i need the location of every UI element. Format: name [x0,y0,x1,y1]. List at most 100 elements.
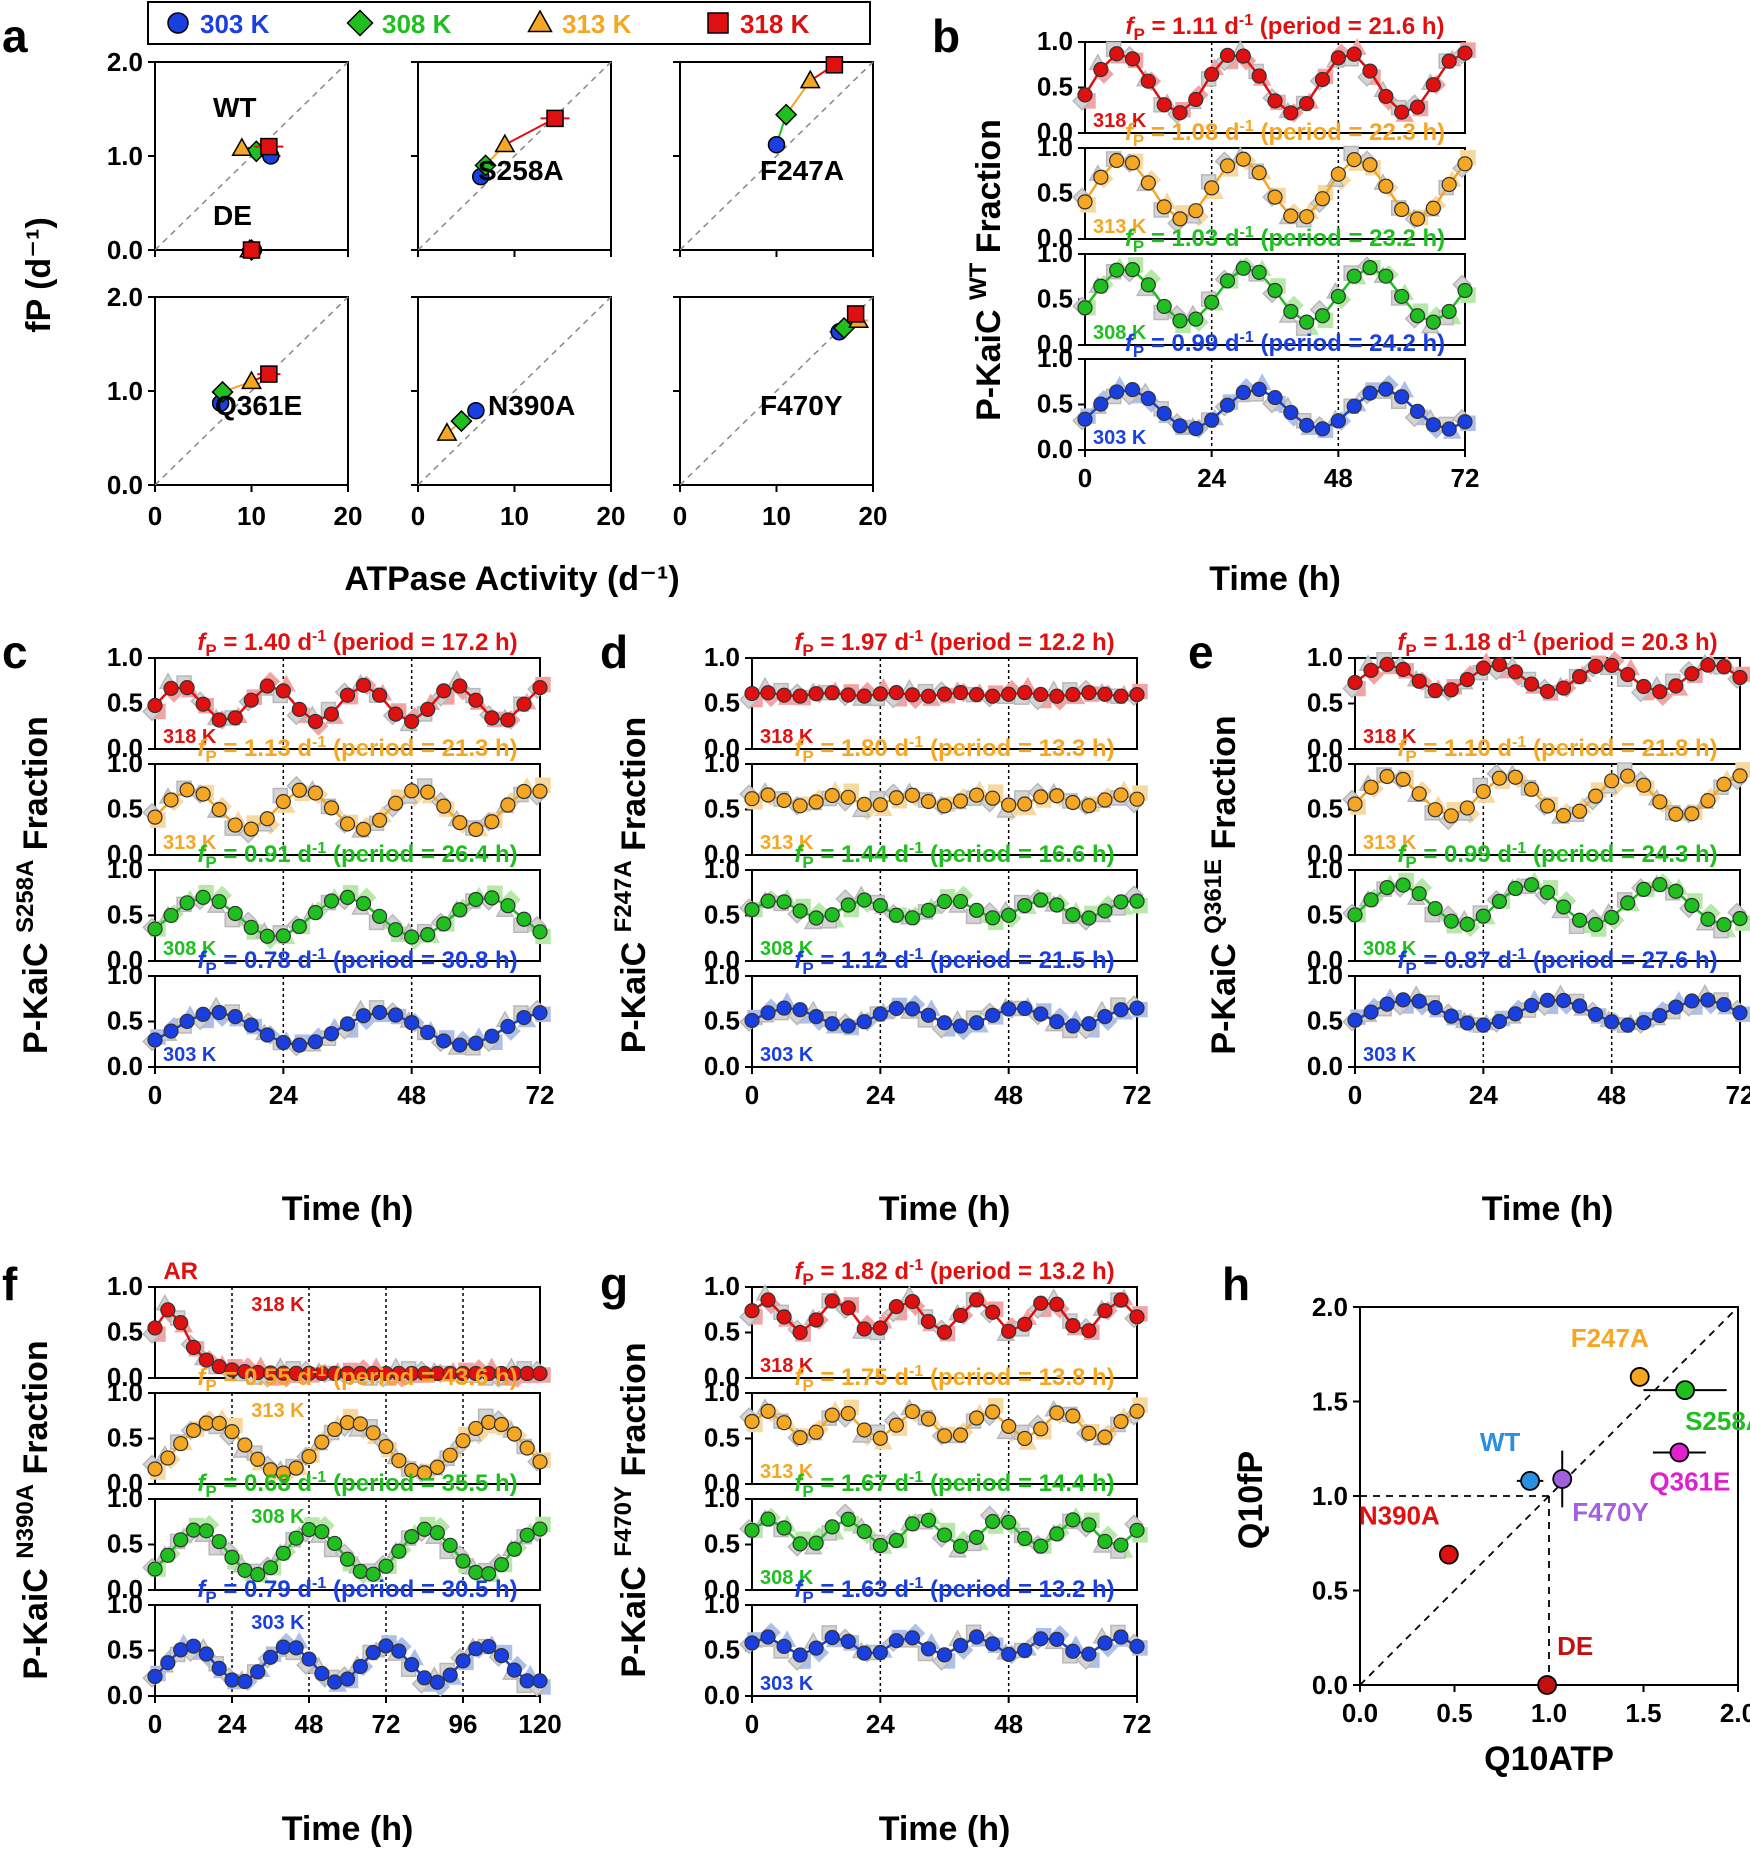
series-point [1441,303,1457,320]
series-point [442,1537,458,1553]
series-point [275,1545,291,1561]
series-point [792,1647,808,1663]
x-tick-label: 0 [673,501,687,531]
series-point [516,1009,532,1026]
series-point [1188,311,1204,327]
series-point [1299,417,1315,433]
series-point [378,1438,394,1455]
series-point [1097,686,1113,702]
strip-318K: 0.0 0.5 1.0 fP = 1.11 d-1 (period = 21.6 h)… [1037,12,1476,147]
strip-313K: 0.0 0.5 1.0 fP = 1.80 d-1 (period = 13.3 h)… [704,734,1148,869]
series-point [1571,803,1588,819]
series-point [1283,404,1299,421]
series-point [1140,175,1156,191]
series-point [1571,912,1588,928]
y-tick-label: 0.5 [704,1006,740,1036]
series-point [1459,800,1475,816]
series-point [1362,260,1378,276]
strip-title: fP = 0.91 d-1 (period = 26.4 h) [197,840,517,872]
series-point [936,1647,953,1663]
series-point [185,1638,202,1654]
series-point [506,1426,522,1442]
x-tick-label: 24 [866,1709,895,1739]
series-point [1299,209,1315,225]
series-point [1378,88,1394,105]
temp-label: 318 K [163,726,217,748]
series-point [1140,73,1156,89]
series-point [416,1521,433,1537]
y-tick-label: 0.5 [704,1635,740,1665]
series-point [195,889,211,905]
series-point [760,685,776,701]
series-point [1411,993,1427,1009]
series-point [968,1629,985,1645]
y-tick-label: 0.0 [107,945,143,975]
series-point [1588,1006,1604,1023]
x-tick-label: 20 [859,501,888,531]
series-point [1668,678,1684,694]
series-point [429,1459,445,1475]
data-point-1 [474,154,497,177]
series-point [1588,788,1604,804]
series-point [481,1414,497,1430]
strip-308K: 0.0 0.5 1.0 fP = 0.91 d-1 (period = 26.4 h)… [107,840,551,975]
series-point [888,685,904,701]
series-point [404,713,420,730]
series-point [371,1004,388,1021]
x-tick-label: 24 [866,1080,895,1110]
series-point [452,678,468,694]
series-point [856,796,872,812]
series-point [1620,666,1636,683]
series-point [1394,201,1410,218]
series-point [920,902,937,918]
y-tick-label: 0.5 [1307,900,1343,930]
series-point [532,783,548,799]
h-x-title: Q10ATP [1484,1740,1614,1778]
series-point [455,1653,471,1669]
strip-308K: 0.0 0.5 1.0 fP = 1.03 d-1 (period = 23.2 h)… [1037,224,1476,359]
x-tick-label: 24 [1197,463,1226,493]
series-point [436,1033,452,1049]
series-point [1314,71,1331,88]
series-point [1346,268,1362,284]
series-point [1097,1429,1113,1445]
series-point [1555,807,1572,824]
series-point [1172,313,1188,329]
series-point [195,1006,211,1022]
y-tick-label: 0.5 [1037,72,1073,102]
y-tick-label: 0.5 [1037,389,1073,419]
series-point [1097,1303,1113,1319]
h-marker [1669,1442,1690,1463]
series-point [365,1566,381,1582]
series-point [1156,97,1172,113]
series-point [452,1037,468,1053]
series-point [808,794,824,810]
series-point [160,1302,176,1318]
y-tick-label: 1.0 [704,1589,740,1619]
x-tick-label: 0 [745,1080,759,1110]
y-tick-label: 1.0 [1307,642,1343,672]
temp-label: 308 K [760,938,814,960]
series-point [227,905,243,922]
series-point [1732,1005,1748,1021]
y-tick-label: 1.0 [1037,26,1073,56]
x-tick-label: 1.0 [1531,1698,1567,1728]
strip-308K: 0.0 0.5 1.0 fP = 1.44 d-1 (period = 16.6 h)… [704,840,1148,975]
series-point [1077,300,1093,316]
y-axis-title: P-KaiC S258A Fraction [12,716,55,1054]
panel-d: 0.0 0.5 1.0 fP = 1.97 d-1 (period = 12.2 h)… [610,628,1151,1228]
series-point [1251,264,1267,280]
series-point [327,1535,343,1552]
series-point [1204,412,1220,428]
subplot-WT: 0.0 1.0 2.0 WT DE [107,47,349,265]
x-tick-label: 48 [1597,1080,1626,1110]
series-point [1299,314,1315,330]
series-point [1077,87,1093,103]
series-point [840,1018,856,1034]
series-point [1363,779,1379,795]
a-y-title: fP (d⁻¹) [20,217,58,333]
series-point [1571,998,1588,1014]
temp-label: 303 K [251,1612,305,1634]
series-point [519,1440,535,1456]
series-point [211,712,227,728]
